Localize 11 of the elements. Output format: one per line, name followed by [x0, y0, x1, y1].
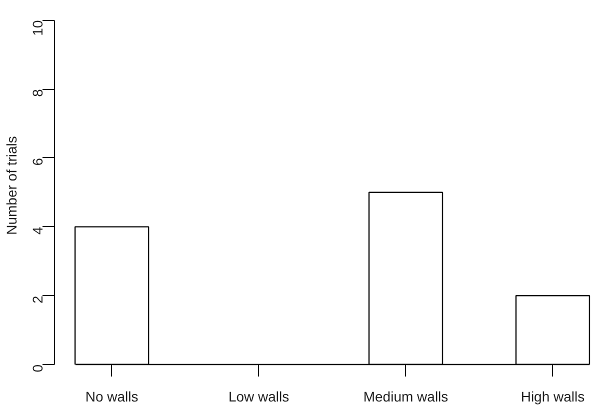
x-tick-label: No walls — [85, 388, 138, 404]
y-axis-title: Number of trials — [4, 136, 20, 235]
y-tick-label: 10 — [30, 20, 46, 36]
x-tick-label: Low walls — [228, 388, 290, 404]
x-tick-label: Medium walls — [363, 388, 448, 404]
y-tick-label: 4 — [30, 226, 46, 235]
x-tick-label: High walls — [520, 388, 585, 404]
y-tick-label: 8 — [30, 88, 46, 97]
y-tick-label: 2 — [30, 295, 46, 304]
y-tick-label: 0 — [30, 364, 46, 372]
y-tick-label: 6 — [30, 158, 46, 166]
